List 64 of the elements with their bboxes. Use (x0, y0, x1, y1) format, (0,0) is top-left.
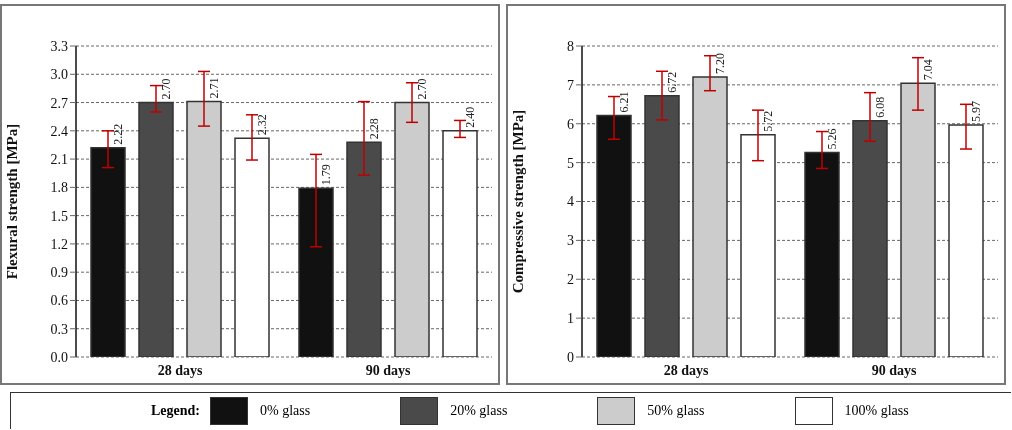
x-tick-label: 28 days (663, 362, 709, 378)
y-axis-title: Flexural strength [MPa] (4, 123, 21, 280)
x-tick-label: 90 days (871, 362, 917, 378)
bar (138, 101, 174, 357)
y-tick-label: 2.4 (50, 123, 68, 139)
bar (900, 82, 936, 357)
bar (948, 124, 984, 357)
y-tick-label: 5 (567, 155, 574, 171)
data-label: 5.26 (825, 128, 839, 150)
bar (442, 130, 478, 357)
data-label: 5.97 (969, 100, 983, 122)
bar (692, 76, 728, 357)
bar (346, 141, 382, 357)
data-label: 2.70 (415, 78, 429, 100)
data-label: 2.32 (255, 114, 269, 136)
y-tick-label: 1.2 (50, 236, 68, 252)
y-tick-label: 2 (567, 272, 574, 288)
data-label: 6.72 (665, 71, 679, 93)
y-tick-label: 2.1 (50, 152, 68, 168)
y-tick-label: 3.3 (50, 38, 68, 54)
y-axis-title: Compressive strength [MPa] (510, 109, 527, 294)
legend-label: 50% glass (647, 403, 705, 419)
y-tick-label: 0.3 (50, 321, 68, 337)
data-label: 2.71 (207, 77, 221, 99)
y-tick-label: 1 (567, 311, 574, 327)
y-tick-label: 7 (567, 77, 574, 93)
data-label: 2.70 (159, 78, 173, 100)
bar (852, 119, 888, 357)
y-tick-label: 0.9 (50, 265, 68, 281)
y-tick-label: 1.5 (50, 208, 68, 224)
data-label: 2.40 (463, 106, 477, 128)
data-label: 2.22 (111, 123, 125, 145)
bar (186, 100, 222, 357)
data-label: 7.20 (713, 53, 727, 75)
bar (644, 95, 680, 357)
data-label: 6.08 (873, 96, 887, 118)
y-tick-label: 1.8 (50, 180, 68, 196)
data-label: 6.21 (617, 91, 631, 113)
y-tick-label: 8 (567, 38, 574, 54)
y-tick-label: 4 (567, 194, 574, 210)
x-tick-label: 28 days (157, 362, 203, 378)
bar (804, 151, 840, 357)
legend-title: Legend: (151, 403, 200, 419)
legend-label: 100% glass (844, 403, 909, 419)
y-tick-label: 0 (567, 349, 574, 365)
legend-label: 0% glass (260, 403, 311, 419)
data-label: 7.04 (921, 59, 935, 81)
y-tick-label: 6 (567, 116, 574, 132)
y-tick-label: 0.6 (50, 293, 68, 309)
bar (394, 101, 430, 357)
data-label: 1.79 (319, 164, 333, 186)
bar (298, 187, 334, 357)
y-tick-label: 2.7 (50, 95, 68, 111)
bar (90, 147, 126, 357)
legend-label: 20% glass (450, 403, 508, 419)
data-label: 5.72 (761, 110, 775, 132)
y-tick-label: 0.0 (50, 349, 68, 365)
data-label: 2.28 (367, 118, 381, 140)
x-tick-label: 90 days (365, 362, 411, 378)
bar (234, 137, 270, 357)
y-tick-label: 3.0 (50, 67, 68, 83)
y-tick-label: 3 (567, 233, 574, 249)
bar (596, 114, 632, 357)
bar (740, 133, 776, 357)
